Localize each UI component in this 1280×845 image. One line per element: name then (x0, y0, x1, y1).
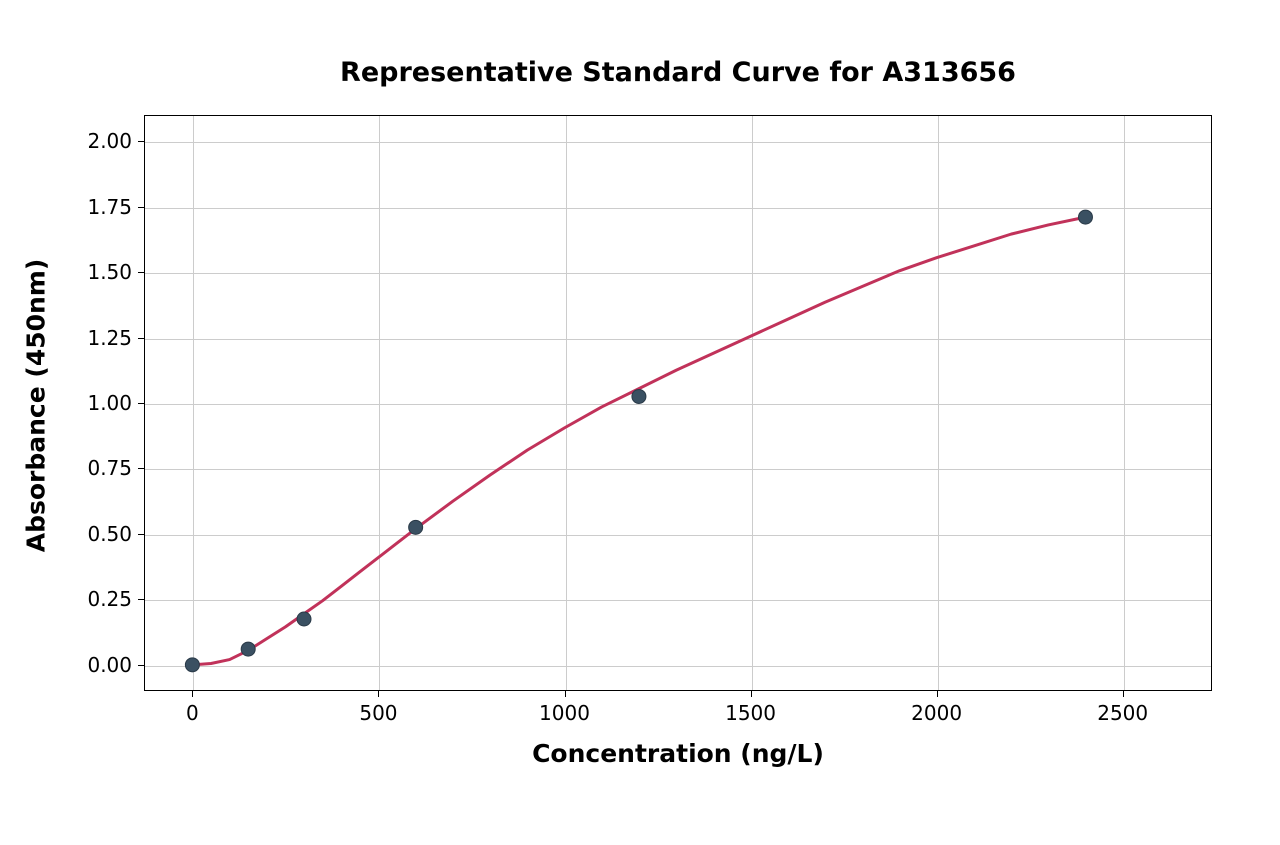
chart-title: Representative Standard Curve for A31365… (144, 57, 1212, 88)
x-tick-mark (937, 691, 938, 697)
grid-line-vertical (752, 116, 753, 690)
grid-line-vertical (379, 116, 380, 690)
y-tick-label: 0.75 (87, 456, 132, 480)
y-axis-label: Absorbance (450nm) (22, 117, 51, 693)
y-tick-mark (138, 534, 144, 535)
x-tick-label: 0 (186, 701, 199, 725)
y-tick-label: 1.50 (87, 260, 132, 284)
y-tick-label: 1.00 (87, 391, 132, 415)
y-tick-mark (138, 272, 144, 273)
grid-line-horizontal (145, 535, 1211, 536)
grid-line-horizontal (145, 339, 1211, 340)
y-tick-label: 2.00 (87, 129, 132, 153)
y-tick-mark (138, 665, 144, 666)
x-tick-label: 2000 (911, 701, 962, 725)
x-tick-label: 2500 (1097, 701, 1148, 725)
y-tick-label: 1.75 (87, 195, 132, 219)
x-tick-mark (565, 691, 566, 697)
y-tick-label: 0.50 (87, 522, 132, 546)
grid-line-horizontal (145, 469, 1211, 470)
y-tick-label: 0.25 (87, 587, 132, 611)
grid-line-horizontal (145, 273, 1211, 274)
grid-line-vertical (1124, 116, 1125, 690)
x-tick-mark (378, 691, 379, 697)
grid-line-vertical (566, 116, 567, 690)
y-tick-mark (138, 338, 144, 339)
grid-line-horizontal (145, 208, 1211, 209)
plot-area (144, 115, 1212, 691)
y-tick-mark (138, 599, 144, 600)
y-tick-mark (138, 468, 144, 469)
y-tick-mark (138, 207, 144, 208)
x-tick-label: 500 (359, 701, 397, 725)
x-axis-label: Concentration (ng/L) (532, 739, 824, 768)
x-tick-label: 1000 (539, 701, 590, 725)
x-tick-mark (1123, 691, 1124, 697)
y-tick-mark (138, 403, 144, 404)
y-tick-label: 1.25 (87, 326, 132, 350)
grid-line-horizontal (145, 404, 1211, 405)
grid-line-horizontal (145, 600, 1211, 601)
grid-line-vertical (938, 116, 939, 690)
x-tick-mark (192, 691, 193, 697)
grid-line-horizontal (145, 142, 1211, 143)
grid-line-vertical (193, 116, 194, 690)
y-tick-mark (138, 141, 144, 142)
chart-container: Representative Standard Curve for A31365… (0, 0, 1280, 845)
x-tick-mark (751, 691, 752, 697)
grid-line-horizontal (145, 666, 1211, 667)
y-tick-label: 0.00 (87, 653, 132, 677)
x-tick-label: 1500 (725, 701, 776, 725)
